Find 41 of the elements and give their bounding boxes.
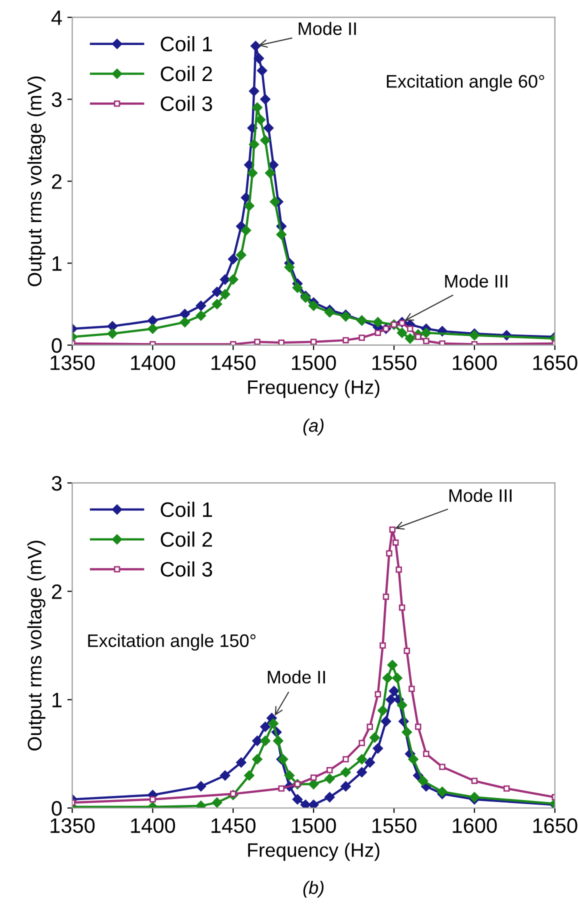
x-tick-label: 1650 xyxy=(533,818,578,834)
x-tick-label: 1550 xyxy=(372,818,416,834)
legend-label: Coil 3 xyxy=(160,96,212,112)
text: (a) xyxy=(303,418,324,436)
y-tick-label: 0 xyxy=(52,801,62,816)
legend-label: Coil 1 xyxy=(160,502,212,518)
annotation: Excitation angle 60° xyxy=(386,74,544,92)
y-tick-label: 3 xyxy=(52,92,62,108)
x-tick-label: 1600 xyxy=(452,818,497,834)
legend-label: Coil 2 xyxy=(160,66,212,82)
legend-label: Coil 3 xyxy=(160,561,212,577)
x-tick-label: 1500 xyxy=(292,818,336,834)
y-tick-label: 3 xyxy=(52,476,62,491)
y-axis-title: Output rms voltage (mV) xyxy=(27,76,46,286)
annotation: Mode III xyxy=(449,488,512,502)
y-tick-label: 4 xyxy=(51,10,62,25)
x-tick-label: 1650 xyxy=(533,355,578,370)
y-tick-label: 1 xyxy=(52,692,62,708)
x-tick-label: 1450 xyxy=(212,818,256,834)
x-axis-title: Frequency (Hz) xyxy=(248,380,380,398)
x-tick-label: 1350 xyxy=(50,818,95,834)
legend-label: Coil 1 xyxy=(160,36,212,52)
legend-label: Coil 2 xyxy=(160,532,212,547)
y-axis-title: Output rms voltage (mV) xyxy=(27,540,46,750)
x-tick-label: 1400 xyxy=(131,818,176,834)
x-tick-label: 1600 xyxy=(452,355,497,370)
annotation: Mode III xyxy=(445,274,508,288)
x-axis-title: Frequency (Hz) xyxy=(248,842,380,861)
x-tick-label: 1450 xyxy=(212,355,256,370)
x-tick-label: 1500 xyxy=(292,355,336,370)
y-tick-label: 1 xyxy=(52,256,62,271)
x-tick-label: 1350 xyxy=(50,355,95,370)
y-tick-label: 2 xyxy=(52,584,62,599)
annotation: Mode II xyxy=(298,22,356,36)
text: (b) xyxy=(303,880,324,898)
annotation: Mode II xyxy=(268,670,325,684)
y-tick-label: 0 xyxy=(52,338,62,353)
y-tick-label: 2 xyxy=(52,174,62,189)
x-tick-label: 1400 xyxy=(131,355,176,370)
x-tick-label: 1550 xyxy=(372,355,416,370)
annotation: Excitation angle 150° xyxy=(88,634,256,651)
